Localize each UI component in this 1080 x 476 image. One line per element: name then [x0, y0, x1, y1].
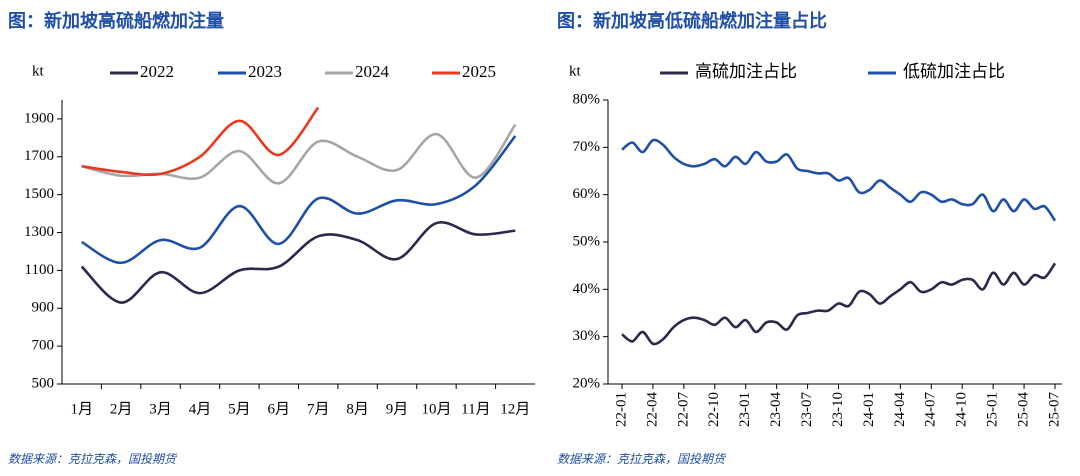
- y-tick-label: 60%: [573, 186, 601, 202]
- y-tick-label: 1900: [24, 110, 54, 126]
- x-tick-label: 22-04: [644, 392, 660, 427]
- x-tick-label: 6月: [268, 401, 291, 417]
- x-tick-label: 23-10: [830, 392, 846, 427]
- x-tick-label: 24-07: [923, 392, 939, 427]
- x-tick-label: 8月: [346, 401, 369, 417]
- y-tick-label: 900: [32, 300, 55, 316]
- x-tick-label: 23-04: [768, 392, 784, 427]
- x-tick-label: 9月: [386, 401, 409, 417]
- x-tick-label: 4月: [189, 401, 212, 417]
- series-line: [621, 138, 1057, 222]
- x-tick-label: 24-10: [954, 392, 970, 427]
- y-tick-label: 700: [32, 338, 55, 354]
- x-tick-label: 25-04: [1016, 392, 1032, 427]
- y-tick-label: 70%: [573, 139, 601, 155]
- legend-label: 2023: [248, 62, 282, 81]
- x-tick-label: 22-07: [675, 392, 691, 427]
- y-tick-label: 30%: [573, 328, 601, 344]
- y-axis-label: kt: [569, 63, 582, 79]
- y-axis-label: kt: [32, 63, 45, 79]
- chart-title: 图：新加坡高低硫船燃加注量占比: [557, 10, 827, 32]
- x-tick-label: 24-04: [892, 392, 908, 427]
- y-tick-label: 80%: [573, 91, 601, 107]
- x-tick-label: 2月: [110, 401, 133, 417]
- y-tick-label: 500: [32, 375, 55, 391]
- legend-label: 2025: [462, 62, 496, 81]
- source: 数据来源：克拉克森，国投期货: [557, 452, 727, 466]
- y-tick-label: 40%: [573, 281, 601, 297]
- x-tick-label: 24-01: [861, 392, 877, 427]
- y-tick-label: 20%: [573, 375, 601, 391]
- source: 数据来源：克拉克森，国投期货: [8, 452, 178, 466]
- legend-label: 高硫加注占比: [695, 62, 797, 81]
- x-tick-label: 10月: [421, 401, 451, 417]
- y-tick-label: 50%: [573, 233, 601, 249]
- chart-title: 图：新加坡高硫船燃加注量: [8, 10, 224, 32]
- x-tick-label: 12月: [500, 401, 530, 417]
- x-tick-label: 22-10: [706, 392, 722, 427]
- legend-label: 2022: [140, 62, 174, 81]
- y-tick-label: 1700: [24, 148, 54, 164]
- x-tick-label: 1月: [70, 401, 93, 417]
- series-line: [621, 262, 1057, 346]
- x-tick-label: 23-01: [737, 392, 753, 427]
- series-line: [81, 106, 320, 177]
- series-line: [80, 221, 516, 304]
- x-tick-label: 25-01: [985, 392, 1001, 427]
- legend-label: 2024: [355, 62, 390, 81]
- x-tick-label: 23-07: [799, 392, 815, 427]
- x-tick-label: 3月: [149, 401, 172, 417]
- y-tick-label: 1100: [25, 262, 54, 278]
- x-tick-label: 25-07: [1046, 392, 1062, 427]
- x-tick-label: 11月: [461, 401, 490, 417]
- x-tick-label: 7月: [307, 401, 330, 417]
- series-line: [81, 135, 517, 265]
- x-tick-label: 22-01: [613, 392, 629, 427]
- legend-label: 低硫加注占比: [903, 62, 1005, 81]
- x-tick-label: 5月: [228, 401, 251, 417]
- y-tick-label: 1300: [24, 224, 54, 240]
- y-tick-label: 1500: [24, 186, 54, 202]
